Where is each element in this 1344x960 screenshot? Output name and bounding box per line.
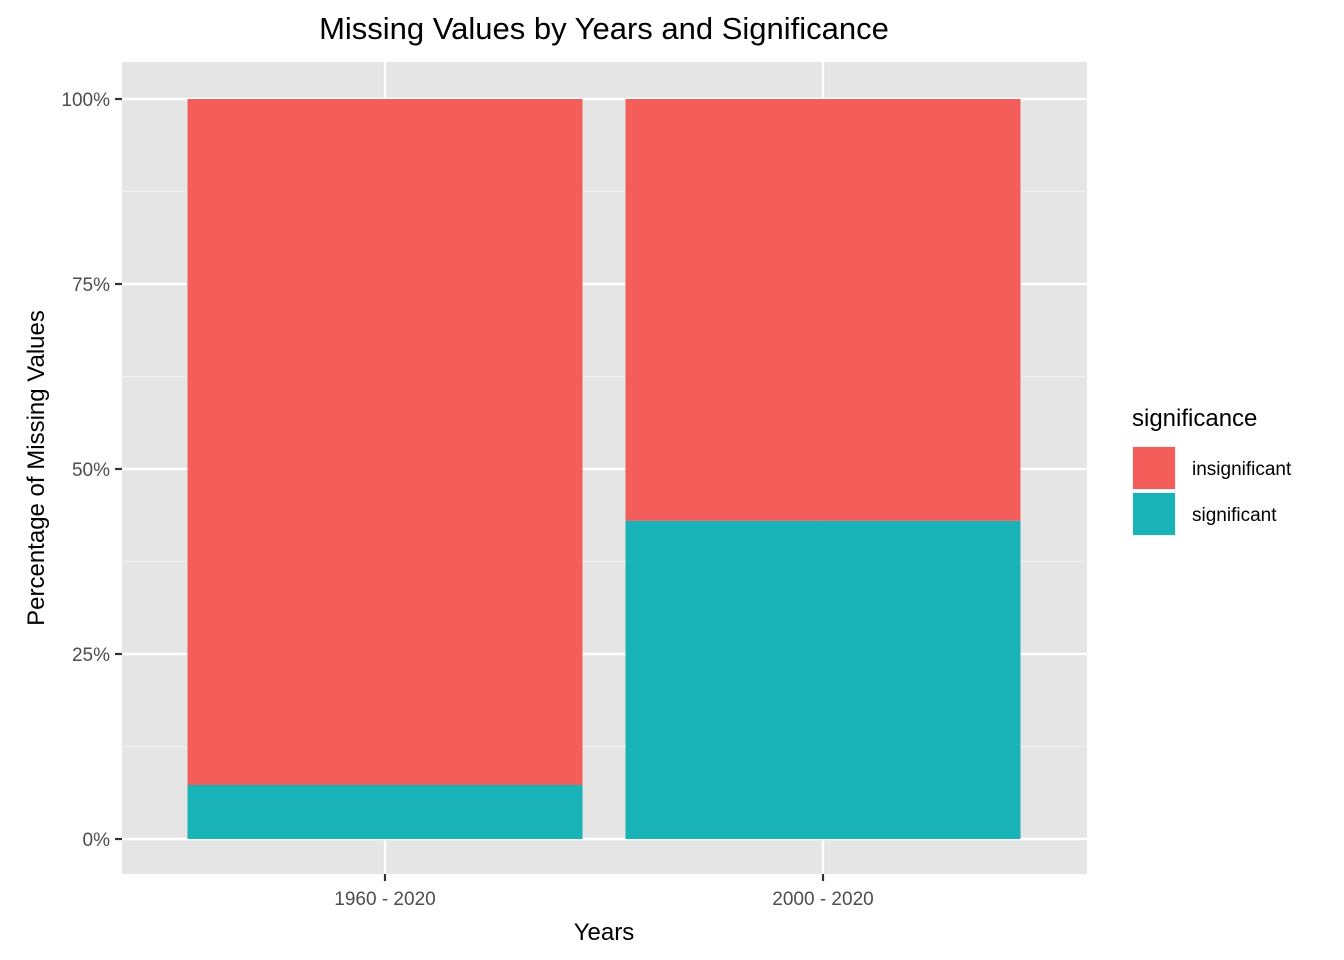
x-tick-label: 1960 - 2020 — [334, 889, 435, 910]
x-axis: 1960 - 2020 2000 - 2020 — [334, 874, 874, 910]
y-tick-label: 100% — [61, 90, 110, 111]
bar-significant — [187, 784, 583, 839]
y-tick-label: 75% — [72, 275, 110, 296]
y-tick-label: 25% — [72, 645, 110, 666]
y-axis: 0% 25% 50% 75% 100% — [61, 90, 122, 851]
legend-title: significance — [1132, 405, 1257, 432]
y-tick-label: 0% — [83, 830, 111, 851]
bar-insignificant — [625, 99, 1021, 521]
legend-label-significant: significant — [1192, 505, 1277, 526]
y-tick-label: 50% — [72, 460, 110, 481]
bars — [187, 99, 1021, 839]
legend: significance insignificant significant — [1132, 405, 1292, 536]
legend-label-insignificant: insignificant — [1192, 459, 1292, 480]
chart-title: Missing Values by Years and Significance — [319, 11, 889, 46]
legend-swatch-significant — [1133, 493, 1175, 535]
x-tick-label: 2000 - 2020 — [772, 889, 873, 910]
bar-insignificant — [187, 99, 583, 785]
x-axis-title: Years — [574, 919, 635, 946]
legend-swatch-insignificant — [1133, 447, 1175, 489]
bar-significant — [625, 520, 1021, 839]
y-axis-title: Percentage of Missing Values — [23, 310, 50, 626]
